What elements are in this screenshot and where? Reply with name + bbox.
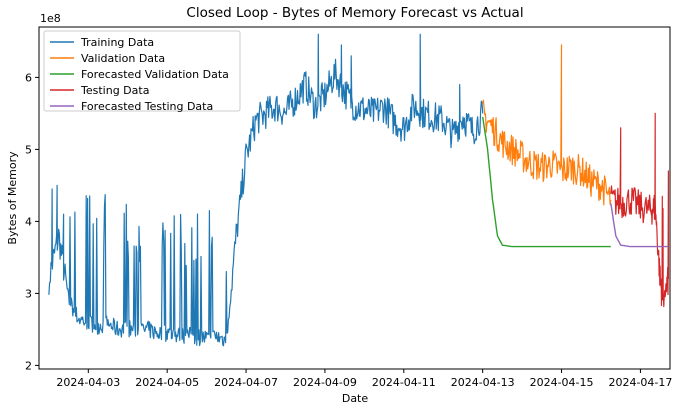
x-tick-label-5: 2024-04-13 xyxy=(451,376,515,389)
x-tick-label-1: 2024-04-05 xyxy=(135,376,199,389)
series-line-1 xyxy=(482,44,612,206)
legend-box xyxy=(43,30,241,112)
x-tick-label-6: 2024-04-15 xyxy=(530,376,594,389)
x-tick-label-7: 2024-04-17 xyxy=(608,376,672,389)
plot-frame xyxy=(38,26,671,370)
plot-area xyxy=(48,33,669,347)
x-tick-label-3: 2024-04-09 xyxy=(293,376,357,389)
legend-label-0: Training Data xyxy=(80,36,154,49)
series-line-4 xyxy=(610,203,669,248)
y-tick-label-2: 4 xyxy=(25,215,32,228)
series-line-3 xyxy=(610,112,669,308)
y-tick-label-4: 6 xyxy=(25,71,32,84)
legend-label-1: Validation Data xyxy=(81,52,165,65)
y-axis-label: Bytes of Memory xyxy=(6,151,19,245)
chart-title: Closed Loop - Bytes of Memory Forecast v… xyxy=(186,5,523,21)
x-tick-label-4: 2024-04-11 xyxy=(372,376,436,389)
series-line-2 xyxy=(482,116,611,248)
x-tick-label-0: 2024-04-03 xyxy=(56,376,120,389)
legend-label-3: Testing Data xyxy=(80,84,149,97)
axis-ticks: 2 3 4 5 6 2024-04-03 2024-04-05 2024-04-07 2024-… xyxy=(25,71,672,389)
x-axis-label: Date xyxy=(342,392,369,405)
series-line-0 xyxy=(48,33,484,347)
y-tick-label-3: 5 xyxy=(25,143,32,156)
legend-label-2: Forecasted Validation Data xyxy=(81,68,229,81)
y-tick-label-1: 3 xyxy=(25,287,32,300)
legend: Training Data Validation Data Forecasted V… xyxy=(43,30,241,113)
y-tick-label-0: 2 xyxy=(25,359,32,372)
legend-label-4: Forecasted Testing Data xyxy=(81,100,213,113)
y-offset-label: 1e8 xyxy=(40,12,61,25)
x-tick-label-2: 2024-04-07 xyxy=(214,376,278,389)
